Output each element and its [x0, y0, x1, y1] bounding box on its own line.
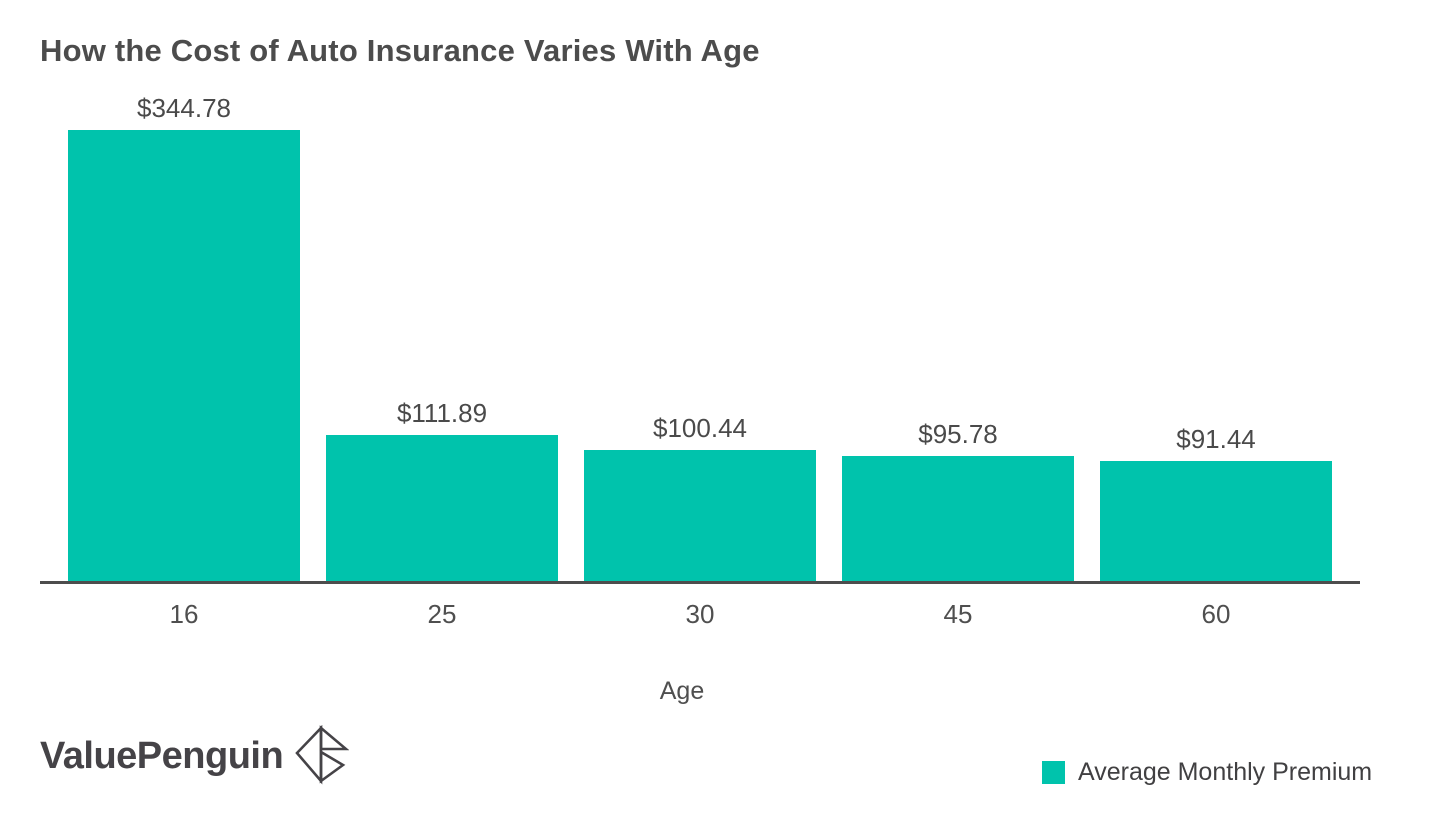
legend: Average Monthly Premium: [1042, 758, 1372, 787]
legend-label: Average Monthly Premium: [1078, 758, 1373, 786]
bar-value-label: $344.78: [137, 93, 231, 123]
origami-penguin-icon: [295, 725, 350, 785]
valuepenguin-logo: ValuePenguin: [40, 724, 350, 788]
bar-value-label: $111.89: [396, 398, 488, 428]
logo-text: ValuePenguin: [40, 735, 284, 777]
x-tick-label: 16: [169, 599, 199, 629]
bar-age-30: [584, 450, 816, 581]
bar-value-label: $91.44: [1176, 424, 1256, 454]
bar-age-25: [326, 435, 558, 581]
x-tick-label: 25: [427, 599, 457, 629]
legend-swatch: [1042, 761, 1065, 784]
bar-age-45: [842, 456, 1074, 581]
bar-age-16: [68, 130, 300, 581]
x-tick-label: 30: [685, 599, 715, 629]
x-axis-title: Age: [659, 677, 705, 705]
chart-title: How the Cost of Auto Insurance Varies Wi…: [40, 33, 760, 68]
x-tick-label: 60: [1201, 599, 1231, 629]
x-tick-label: 45: [943, 599, 973, 629]
bar-value-label: $95.78: [918, 419, 998, 449]
bar-age-60: [1100, 461, 1332, 581]
x-axis-line: [40, 581, 1360, 584]
bar-value-label: $100.44: [653, 413, 747, 443]
